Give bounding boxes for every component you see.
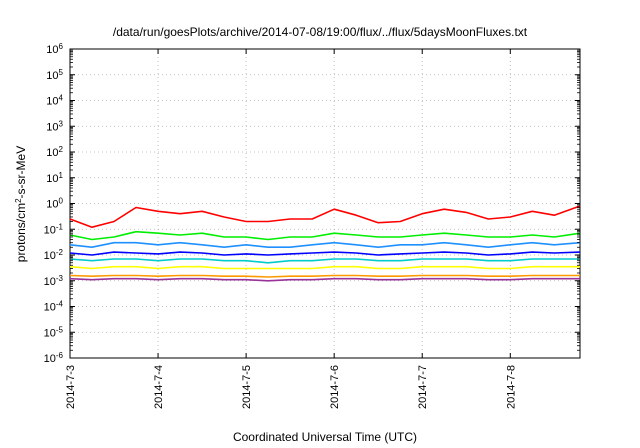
y-tick-label: 10-6 bbox=[44, 351, 64, 366]
x-axis-label: Coordinated Universal Time (UTC) bbox=[233, 430, 417, 444]
x-ticks: 2014-7-3 2014-7-4 2014-7-5 2014-7-6 2014-7-7… bbox=[65, 49, 517, 409]
y-tick-label: 106 bbox=[46, 42, 63, 57]
y-ticks: 10-6 10-5 10-4 10-3 10-2 10-1 100 101 102 103 104 1… bbox=[44, 42, 580, 366]
y-axis-label-sup: 2 bbox=[14, 198, 23, 203]
y-tick-label: 10-1 bbox=[44, 222, 64, 237]
y-tick-label: 102 bbox=[46, 145, 63, 160]
y-tick-label: 105 bbox=[46, 67, 63, 82]
series-line-1 bbox=[69, 205, 581, 228]
chart-title: /data/run/goesPlots/archive/2014-07-08/1… bbox=[113, 25, 528, 39]
series-line-4 bbox=[69, 251, 581, 256]
series-line-5 bbox=[69, 258, 580, 264]
x-tick-label: 2014-7-6 bbox=[329, 365, 341, 409]
y-axis-label-suffix: -s-sr-MeV bbox=[14, 146, 28, 199]
series-lines bbox=[69, 205, 581, 282]
y-tick-label: 10-2 bbox=[44, 248, 64, 263]
x-tick-label: 2014-7-5 bbox=[241, 365, 253, 409]
y-tick-label: 104 bbox=[46, 93, 63, 108]
series-line-2 bbox=[69, 230, 581, 241]
y-tick-label: 101 bbox=[46, 170, 63, 185]
y-tick-label: 10-3 bbox=[44, 273, 64, 288]
grid bbox=[70, 49, 580, 358]
series-line-7 bbox=[69, 274, 580, 278]
x-tick-label: 2014-7-7 bbox=[417, 365, 429, 409]
y-tick-label: 103 bbox=[46, 119, 63, 134]
y-tick-label: 10-4 bbox=[44, 299, 64, 314]
y-tick-label: 100 bbox=[46, 196, 63, 211]
series-line-3 bbox=[69, 241, 581, 248]
series-line-8 bbox=[69, 277, 580, 282]
x-tick-label: 2014-7-8 bbox=[505, 365, 517, 409]
y-axis-label-prefix: protons/cm bbox=[14, 203, 28, 262]
y-tick-label: 10-5 bbox=[44, 325, 64, 340]
x-tick-label: 2014-7-4 bbox=[153, 365, 165, 409]
y-axis-label: protons/cm2-s-sr-MeV bbox=[14, 146, 29, 262]
series-line-6 bbox=[69, 265, 580, 270]
x-tick-label: 2014-7-3 bbox=[65, 365, 77, 409]
